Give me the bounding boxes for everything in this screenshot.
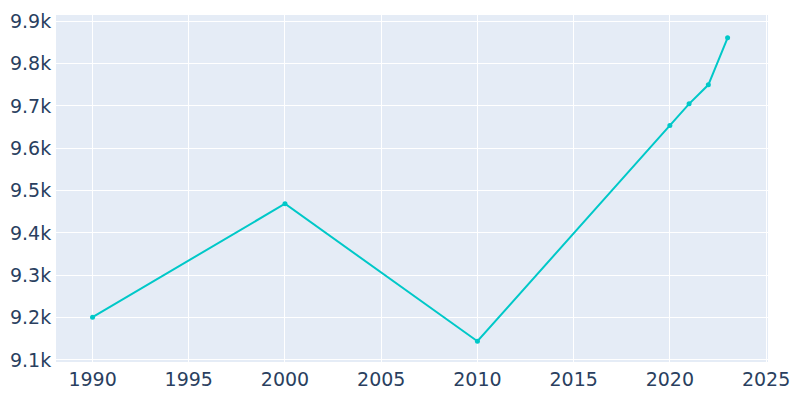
svg-text:9.9k: 9.9k [10,10,51,32]
svg-text:9.3k: 9.3k [10,264,51,286]
svg-text:9.6k: 9.6k [10,137,51,159]
svg-text:9.5k: 9.5k [10,179,51,201]
svg-text:9.7k: 9.7k [10,95,51,117]
svg-text:2015: 2015 [549,368,597,390]
svg-text:9.1k: 9.1k [10,349,51,371]
svg-text:2010: 2010 [453,368,501,390]
svg-text:2020: 2020 [646,368,694,390]
svg-text:1995: 1995 [165,368,213,390]
svg-text:2000: 2000 [261,368,309,390]
svg-text:9.2k: 9.2k [10,306,51,328]
svg-text:2005: 2005 [357,368,405,390]
svg-text:2025: 2025 [742,368,790,390]
svg-text:1990: 1990 [68,368,116,390]
svg-text:9.4k: 9.4k [10,222,51,244]
svg-text:9.8k: 9.8k [10,52,51,74]
